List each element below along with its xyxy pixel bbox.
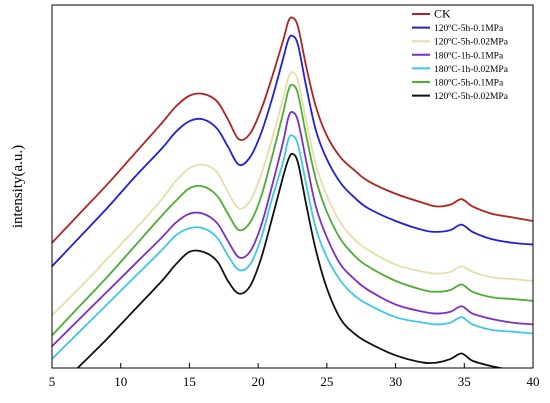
legend-label-1: CK bbox=[434, 7, 451, 21]
x-tick-label: 30 bbox=[389, 374, 402, 389]
legend-label-7: 120ºC-5h-0.02MPa bbox=[434, 92, 509, 102]
legend-label-2: 120ºC-5h-0.1MPa bbox=[434, 24, 504, 34]
x-tick-label: 15 bbox=[183, 374, 196, 389]
legend-label-6: 180ºC-5h-0.1MPa bbox=[434, 79, 504, 89]
series-line-1 bbox=[52, 16, 533, 244]
x-tick-label: 20 bbox=[252, 374, 265, 389]
y-axis-label: intensity(a.u.) bbox=[10, 145, 26, 228]
x-tick-label: 25 bbox=[320, 374, 333, 389]
x-tick-label: 10 bbox=[114, 374, 127, 389]
series-layer bbox=[52, 16, 533, 368]
series-line-4 bbox=[52, 111, 533, 347]
series-line-3 bbox=[52, 71, 533, 317]
x-tick-label: 5 bbox=[49, 374, 56, 389]
series-line-7 bbox=[76, 152, 507, 368]
series-line-5 bbox=[52, 134, 533, 360]
series-line-2 bbox=[52, 34, 533, 267]
plot-frame bbox=[51, 4, 534, 369]
legend: CK 120ºC-5h-0.1MPa 120ºC-5h-0.02MPa 180ºC-1… bbox=[412, 7, 509, 102]
x-tick-label: 35 bbox=[458, 374, 471, 389]
series-line-6 bbox=[52, 83, 533, 336]
x-tick-label: 40 bbox=[527, 374, 540, 389]
legend-label-5: 180ºC-1h-0.02MPa bbox=[434, 65, 509, 75]
legend-label-4: 180ºC-1h-0.1MPa bbox=[434, 51, 504, 61]
x-axis: 5 10 15 20 25 30 35 40 bbox=[49, 363, 540, 389]
legend-label-3: 120ºC-5h-0.02MPa bbox=[434, 38, 509, 48]
